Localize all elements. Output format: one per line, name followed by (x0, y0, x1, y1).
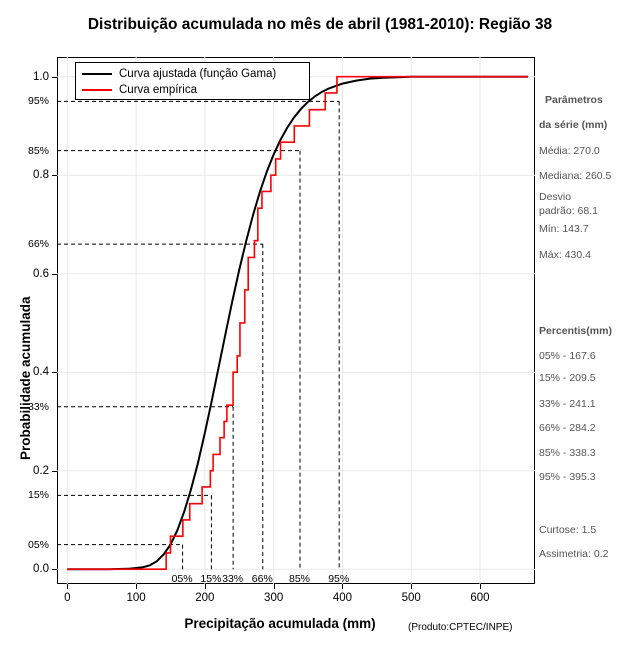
y-tick-label: 0.8 (33, 169, 49, 182)
percentile-y-label: 66% (27, 238, 49, 251)
x-tick-label: 400 (332, 592, 353, 604)
x-tick-label: 600 (470, 592, 490, 604)
percentil-33: 33% - 241.1 (539, 398, 596, 410)
param-desvio-line2: padrão: 68.1 (539, 205, 598, 217)
y-tick-mark (52, 372, 57, 374)
params-title-line2: da série (mm) (539, 119, 608, 131)
x-tick-label: 200 (195, 592, 215, 604)
chart-plot-area (57, 57, 535, 584)
series-empirical-curve (67, 75, 529, 571)
param-mediana: Mediana: 260.5 (539, 170, 612, 182)
percentis-title: Percentis(mm) (539, 325, 612, 337)
percentile-y-label: 85% (27, 144, 49, 157)
x-tick-mark (411, 584, 413, 589)
param-min: Mín: 143.7 (539, 223, 589, 235)
y-tick-mark (52, 76, 57, 78)
percentile-x-label: 05% (171, 573, 193, 586)
percentile-x-label: 33% (222, 573, 244, 586)
percentil-85: 85% - 338.3 (539, 447, 596, 459)
x-tick-mark (342, 584, 344, 589)
x-tick-mark (273, 584, 275, 589)
x-tick-mark (204, 584, 206, 589)
percentile-y-label: 05% (27, 538, 49, 551)
y-tick-label: 0.0 (33, 563, 49, 576)
x-axis-title: Precipitação acumulada (mm) (184, 616, 376, 631)
x-tick-mark (67, 584, 69, 589)
y-tick-mark (52, 470, 57, 472)
percentile-y-label: 15% (27, 489, 49, 502)
y-axis-title: Probabilidade acumulada (18, 296, 33, 460)
legend-item-empirical: Curva empírica (82, 82, 303, 98)
percentile-x-label: 95% (328, 573, 350, 586)
producer-note: (Produto:CPTEC/INPE) (408, 622, 513, 633)
legend-item-fitted: Curva ajustada (função Gama) (82, 66, 303, 82)
y-tick-label: 0.2 (33, 464, 49, 477)
legend-label-fitted: Curva ajustada (função Gama) (119, 68, 277, 80)
percentil-05: 05% - 167.6 (539, 350, 596, 362)
param-assimetria: Assimetria: 0.2 (539, 548, 609, 560)
legend-label-empirical: Curva empírica (119, 84, 197, 96)
y-tick-mark (52, 569, 57, 571)
y-tick-label: 1.0 (33, 70, 49, 83)
x-tick-label: 0 (64, 592, 71, 604)
percentile-y-label: 33% (27, 400, 49, 413)
params-title-line1: Parâmetros (545, 94, 603, 106)
plot-frame (57, 57, 535, 584)
y-tick-mark (52, 273, 57, 275)
percentil-66: 66% - 284.2 (539, 422, 596, 434)
chart-legend: Curva ajustada (função Gama) Curva empír… (75, 62, 310, 100)
series-fitted-curve (67, 75, 529, 571)
percentile-y-label: 95% (27, 95, 49, 108)
x-tick-label: 100 (126, 592, 146, 604)
page-title: Distribuição acumulada no mês de abril (… (87, 16, 553, 33)
x-tick-mark (479, 584, 481, 589)
percentile-x-label: 15% (200, 573, 222, 586)
y-tick-label: 0.6 (33, 267, 49, 280)
percentil-95: 95% - 395.3 (539, 471, 596, 483)
param-desvio-line1: Desvio (539, 191, 572, 203)
x-tick-label: 300 (264, 592, 284, 604)
x-tick-label: 500 (401, 592, 421, 604)
legend-swatch-fitted (82, 73, 112, 75)
param-curtose: Curtose: 1.5 (539, 524, 597, 536)
x-tick-mark (136, 584, 138, 589)
percentile-x-label: 66% (251, 573, 273, 586)
percentil-15: 15% - 209.5 (539, 372, 596, 384)
chart-canvas (57, 57, 535, 584)
param-media: Média: 270.0 (539, 145, 600, 157)
y-tick-mark (52, 175, 57, 177)
param-max: Máx: 430.4 (539, 249, 591, 261)
legend-swatch-empirical (82, 89, 112, 91)
y-tick-label: 0.4 (33, 366, 49, 379)
percentile-x-label: 85% (288, 573, 310, 586)
